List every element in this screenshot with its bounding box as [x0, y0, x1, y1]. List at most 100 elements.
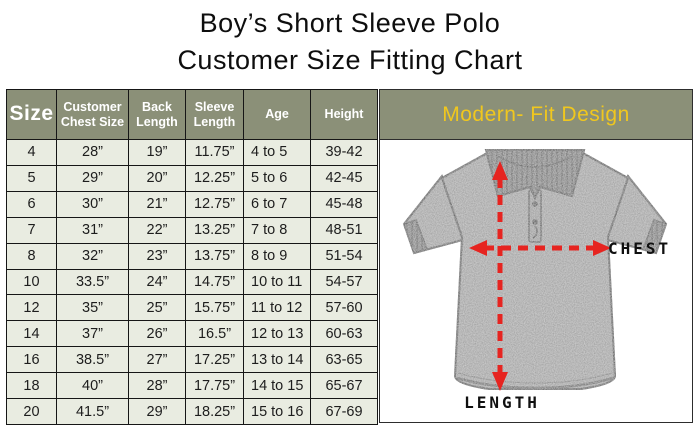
table-cell: 6 [6, 190, 57, 218]
table-cell: 25” [128, 294, 186, 322]
table-row: 14 37” 26” 16.5” 12 to 13 60-63 [6, 320, 378, 348]
table-row: 5 29” 20” 12.25” 5 to 6 42-45 [6, 164, 378, 192]
table-row: 16 38.5” 27” 17.25” 13 to 14 63-65 [6, 346, 378, 374]
table-row: 20 41.5” 29” 18.25” 15 to 16 67-69 [6, 398, 378, 425]
polo-shirt-shape [402, 149, 668, 390]
table-cell: 21” [128, 190, 186, 218]
chest-measure-label: CHEST [608, 239, 672, 258]
table-cell: 20” [128, 164, 186, 192]
table-cell: 35” [56, 294, 129, 322]
column-header: Age [243, 89, 311, 140]
table-cell: 42-45 [310, 164, 378, 192]
table-cell: 29” [128, 398, 186, 425]
table-cell: 5 to 6 [243, 164, 311, 192]
size-fitting-table: Size Customer Chest Size Back Length Sleeve… [6, 89, 378, 425]
table-cell: 15 to 16 [243, 398, 311, 425]
table-cell: 10 to 11 [243, 268, 311, 296]
table-cell: 13.75” [185, 242, 244, 270]
table-cell: 19” [128, 139, 186, 166]
table-cell: 12 to 13 [243, 320, 311, 348]
table-row: 18 40” 28” 17.75” 14 to 15 65-67 [6, 372, 378, 400]
table-cell: 10 [6, 268, 57, 296]
table-cell: 7 [6, 216, 57, 244]
table-cell: 37” [56, 320, 129, 348]
table-cell: 15.75” [185, 294, 244, 322]
table-row: 12 35” 25” 15.75” 11 to 12 57-60 [6, 294, 378, 322]
table-cell: 12.25” [185, 164, 244, 192]
table-cell: 4 [6, 139, 57, 166]
table-cell: 6 to 7 [243, 190, 311, 218]
table-cell: 41.5” [56, 398, 129, 425]
table-cell: 65-67 [310, 372, 378, 400]
table-cell: 8 to 9 [243, 242, 311, 270]
table-cell: 23” [128, 242, 186, 270]
table-cell: 16 [6, 346, 57, 374]
table-cell: 28” [56, 139, 129, 166]
table-cell: 22” [128, 216, 186, 244]
table-cell: 45-48 [310, 190, 378, 218]
table-cell: 57-60 [310, 294, 378, 322]
fit-panel-header: Modern- Fit Design [380, 90, 692, 140]
table-cell: 14 [6, 320, 57, 348]
table-row: 8 32” 23” 13.75” 8 to 9 51-54 [6, 242, 378, 270]
table-cell: 24” [128, 268, 186, 296]
column-header: Sleeve Length [185, 89, 244, 140]
column-header: Customer Chest Size [56, 89, 129, 140]
chest-arrow [469, 240, 611, 256]
table-cell: 39-42 [310, 139, 378, 166]
table-cell: 12 [6, 294, 57, 322]
table-cell: 33.5” [56, 268, 129, 296]
table-cell: 14.75” [185, 268, 244, 296]
column-header: Back Length [128, 89, 186, 140]
page-title-line1: Boy’s Short Sleeve Polo [199, 8, 501, 38]
table-cell: 28” [128, 372, 186, 400]
fit-panel-body: CHEST LENGTH [380, 140, 692, 420]
table-row: 7 31” 22” 13.25” 7 to 8 48-51 [6, 216, 378, 244]
fit-design-panel: Modern- Fit Design [379, 89, 693, 423]
length-arrow [492, 161, 508, 391]
table-cell: 20 [6, 398, 57, 425]
table-cell: 18.25” [185, 398, 244, 425]
table-row: 10 33.5” 24” 14.75” 10 to 11 54-57 [6, 268, 378, 296]
table-cell: 11 to 12 [243, 294, 311, 322]
table-cell: 11.75” [185, 139, 244, 166]
table-cell: 27” [128, 346, 186, 374]
table-cell: 8 [6, 242, 57, 270]
table-cell: 54-57 [310, 268, 378, 296]
table-header-row: Size Customer Chest Size Back Length Sleeve… [6, 89, 378, 140]
size-table-head: Size Customer Chest Size Back Length Sleeve… [6, 89, 378, 140]
table-cell: 63-65 [310, 346, 378, 374]
table-cell: 40” [56, 372, 129, 400]
column-header: Size [6, 89, 57, 140]
table-cell: 17.75” [185, 372, 244, 400]
page-title: Boy’s Short Sleeve Polo Customer Size Fi… [0, 5, 700, 79]
table-cell: 29” [56, 164, 129, 192]
table-cell: 16.5” [185, 320, 244, 348]
table-cell: 5 [6, 164, 57, 192]
table-cell: 14 to 15 [243, 372, 311, 400]
table-cell: 67-69 [310, 398, 378, 425]
table-cell: 60-63 [310, 320, 378, 348]
table-cell: 13.25” [185, 216, 244, 244]
table-cell: 13 to 14 [243, 346, 311, 374]
table-cell: 32” [56, 242, 129, 270]
table-cell: 18 [6, 372, 57, 400]
polo-shirt-illustration [402, 149, 668, 391]
column-header: Height [310, 89, 378, 140]
table-cell: 38.5” [56, 346, 129, 374]
table-row: 4 28” 19” 11.75” 4 to 5 39-42 [6, 139, 378, 166]
table-cell: 17.25” [185, 346, 244, 374]
table-cell: 4 to 5 [243, 139, 311, 166]
table-cell: 12.75” [185, 190, 244, 218]
table-row: 6 30” 21” 12.75” 6 to 7 45-48 [6, 190, 378, 218]
table-cell: 51-54 [310, 242, 378, 270]
table-cell: 26” [128, 320, 186, 348]
table-cell: 30” [56, 190, 129, 218]
fit-panel-title: Modern- Fit Design [442, 102, 630, 126]
page-title-line2: Customer Size Fitting Chart [177, 45, 523, 75]
size-table-body: 4 28” 19” 11.75” 4 to 5 39-42 5 29” 20” 12.25” 5 t… [6, 139, 378, 425]
table-cell: 48-51 [310, 216, 378, 244]
table-cell: 31” [56, 216, 129, 244]
length-measure-label: LENGTH [464, 393, 540, 412]
table-cell: 7 to 8 [243, 216, 311, 244]
